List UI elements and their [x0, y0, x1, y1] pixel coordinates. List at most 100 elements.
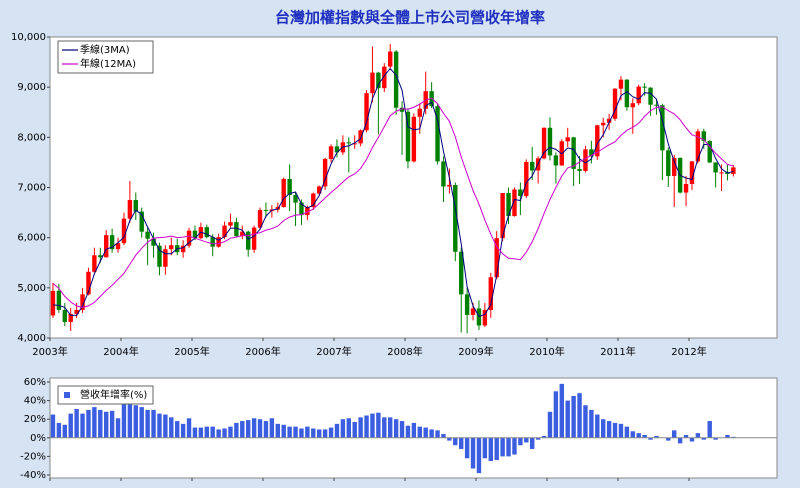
candle-body: [589, 149, 594, 157]
candle-body: [565, 137, 570, 142]
candle-body: [595, 125, 600, 157]
bar: [618, 423, 624, 438]
candle-body: [530, 161, 535, 171]
candle-body: [163, 249, 168, 267]
bar: [388, 417, 393, 438]
candle-body: [494, 238, 499, 278]
candle-body: [127, 200, 133, 219]
bar: [317, 429, 322, 438]
candle-body: [660, 105, 665, 151]
chart-title: 台灣加權指數與全體上市公司營收年增率: [275, 9, 545, 27]
bar: [518, 437, 523, 446]
legend-box: [57, 385, 154, 405]
candle-body: [328, 146, 334, 159]
candle-body: [364, 93, 369, 131]
ma-line: [52, 97, 734, 308]
bar: [340, 419, 346, 438]
bar: [725, 435, 730, 438]
candle-body: [464, 294, 470, 315]
bar: [186, 418, 192, 438]
candle-body: [139, 211, 144, 232]
bar: [453, 437, 458, 446]
bar: [80, 413, 85, 438]
bar: [92, 407, 97, 438]
candle-body: [322, 158, 328, 187]
legend-box: [57, 40, 154, 74]
candle-body: [62, 309, 67, 322]
candle-body: [636, 86, 641, 104]
bar: [98, 409, 103, 438]
bar: [595, 414, 600, 438]
candle-body: [399, 107, 405, 112]
bar: [204, 426, 209, 438]
candle-body: [133, 200, 138, 212]
candle-body: [577, 168, 582, 171]
candle-body: [92, 255, 97, 272]
candle-body: [411, 116, 417, 162]
y-tick-label: -20%: [20, 451, 46, 462]
candle-body: [506, 193, 511, 217]
bar: [370, 413, 375, 438]
candle-body: [701, 131, 706, 141]
bar: [470, 437, 476, 469]
x-tick-label: 2011年: [600, 345, 635, 358]
candle-body: [470, 308, 476, 315]
bar: [476, 437, 482, 474]
x-tick-label: 2004年: [103, 345, 138, 358]
bar: [405, 425, 411, 438]
candle-body: [98, 255, 103, 258]
bar: [322, 429, 328, 438]
bar: [695, 433, 701, 438]
candle-body: [251, 227, 257, 250]
candle-body: [210, 237, 215, 247]
bar: [151, 409, 156, 438]
candle-body: [719, 172, 724, 174]
candle-body: [121, 218, 127, 244]
x-tick-label: 2007年: [316, 345, 351, 358]
bar: [127, 404, 133, 438]
candle-body: [311, 193, 316, 208]
bar: [583, 405, 588, 438]
legend-swatch: [64, 392, 70, 398]
bar: [257, 419, 263, 438]
bar: [559, 383, 564, 438]
bar: [251, 418, 257, 438]
bar: [701, 437, 706, 440]
candle-body: [50, 290, 56, 316]
bar: [145, 409, 150, 438]
candle-body: [281, 178, 286, 208]
bar: [547, 411, 553, 438]
candle-body: [695, 131, 701, 162]
bar: [399, 421, 405, 438]
candle-body: [435, 106, 440, 162]
candle-body: [405, 111, 411, 162]
bar: [683, 435, 689, 438]
bar: [666, 437, 671, 441]
bar: [636, 433, 641, 438]
candle-body: [488, 277, 493, 310]
legend-label: 年線(12MA): [80, 57, 136, 70]
candle-body: [157, 245, 162, 267]
bar: [707, 421, 712, 438]
candle-body: [145, 231, 150, 239]
bar: [435, 430, 440, 438]
bar: [50, 414, 56, 438]
bar: [56, 422, 62, 438]
bar: [210, 426, 215, 438]
candle-body: [612, 88, 618, 119]
candle-body: [417, 108, 422, 117]
bar: [654, 435, 659, 438]
bar: [689, 437, 695, 442]
bar: [382, 417, 387, 438]
candle-body: [393, 51, 399, 108]
y-tick-label: 10,000: [11, 32, 46, 43]
candle-body: [571, 137, 576, 169]
candle-body: [293, 195, 298, 203]
candle-body: [240, 231, 245, 237]
bar: [488, 437, 493, 462]
candle-body: [731, 167, 736, 174]
candle-body: [115, 243, 121, 250]
bar: [328, 427, 334, 438]
bar: [506, 437, 511, 457]
